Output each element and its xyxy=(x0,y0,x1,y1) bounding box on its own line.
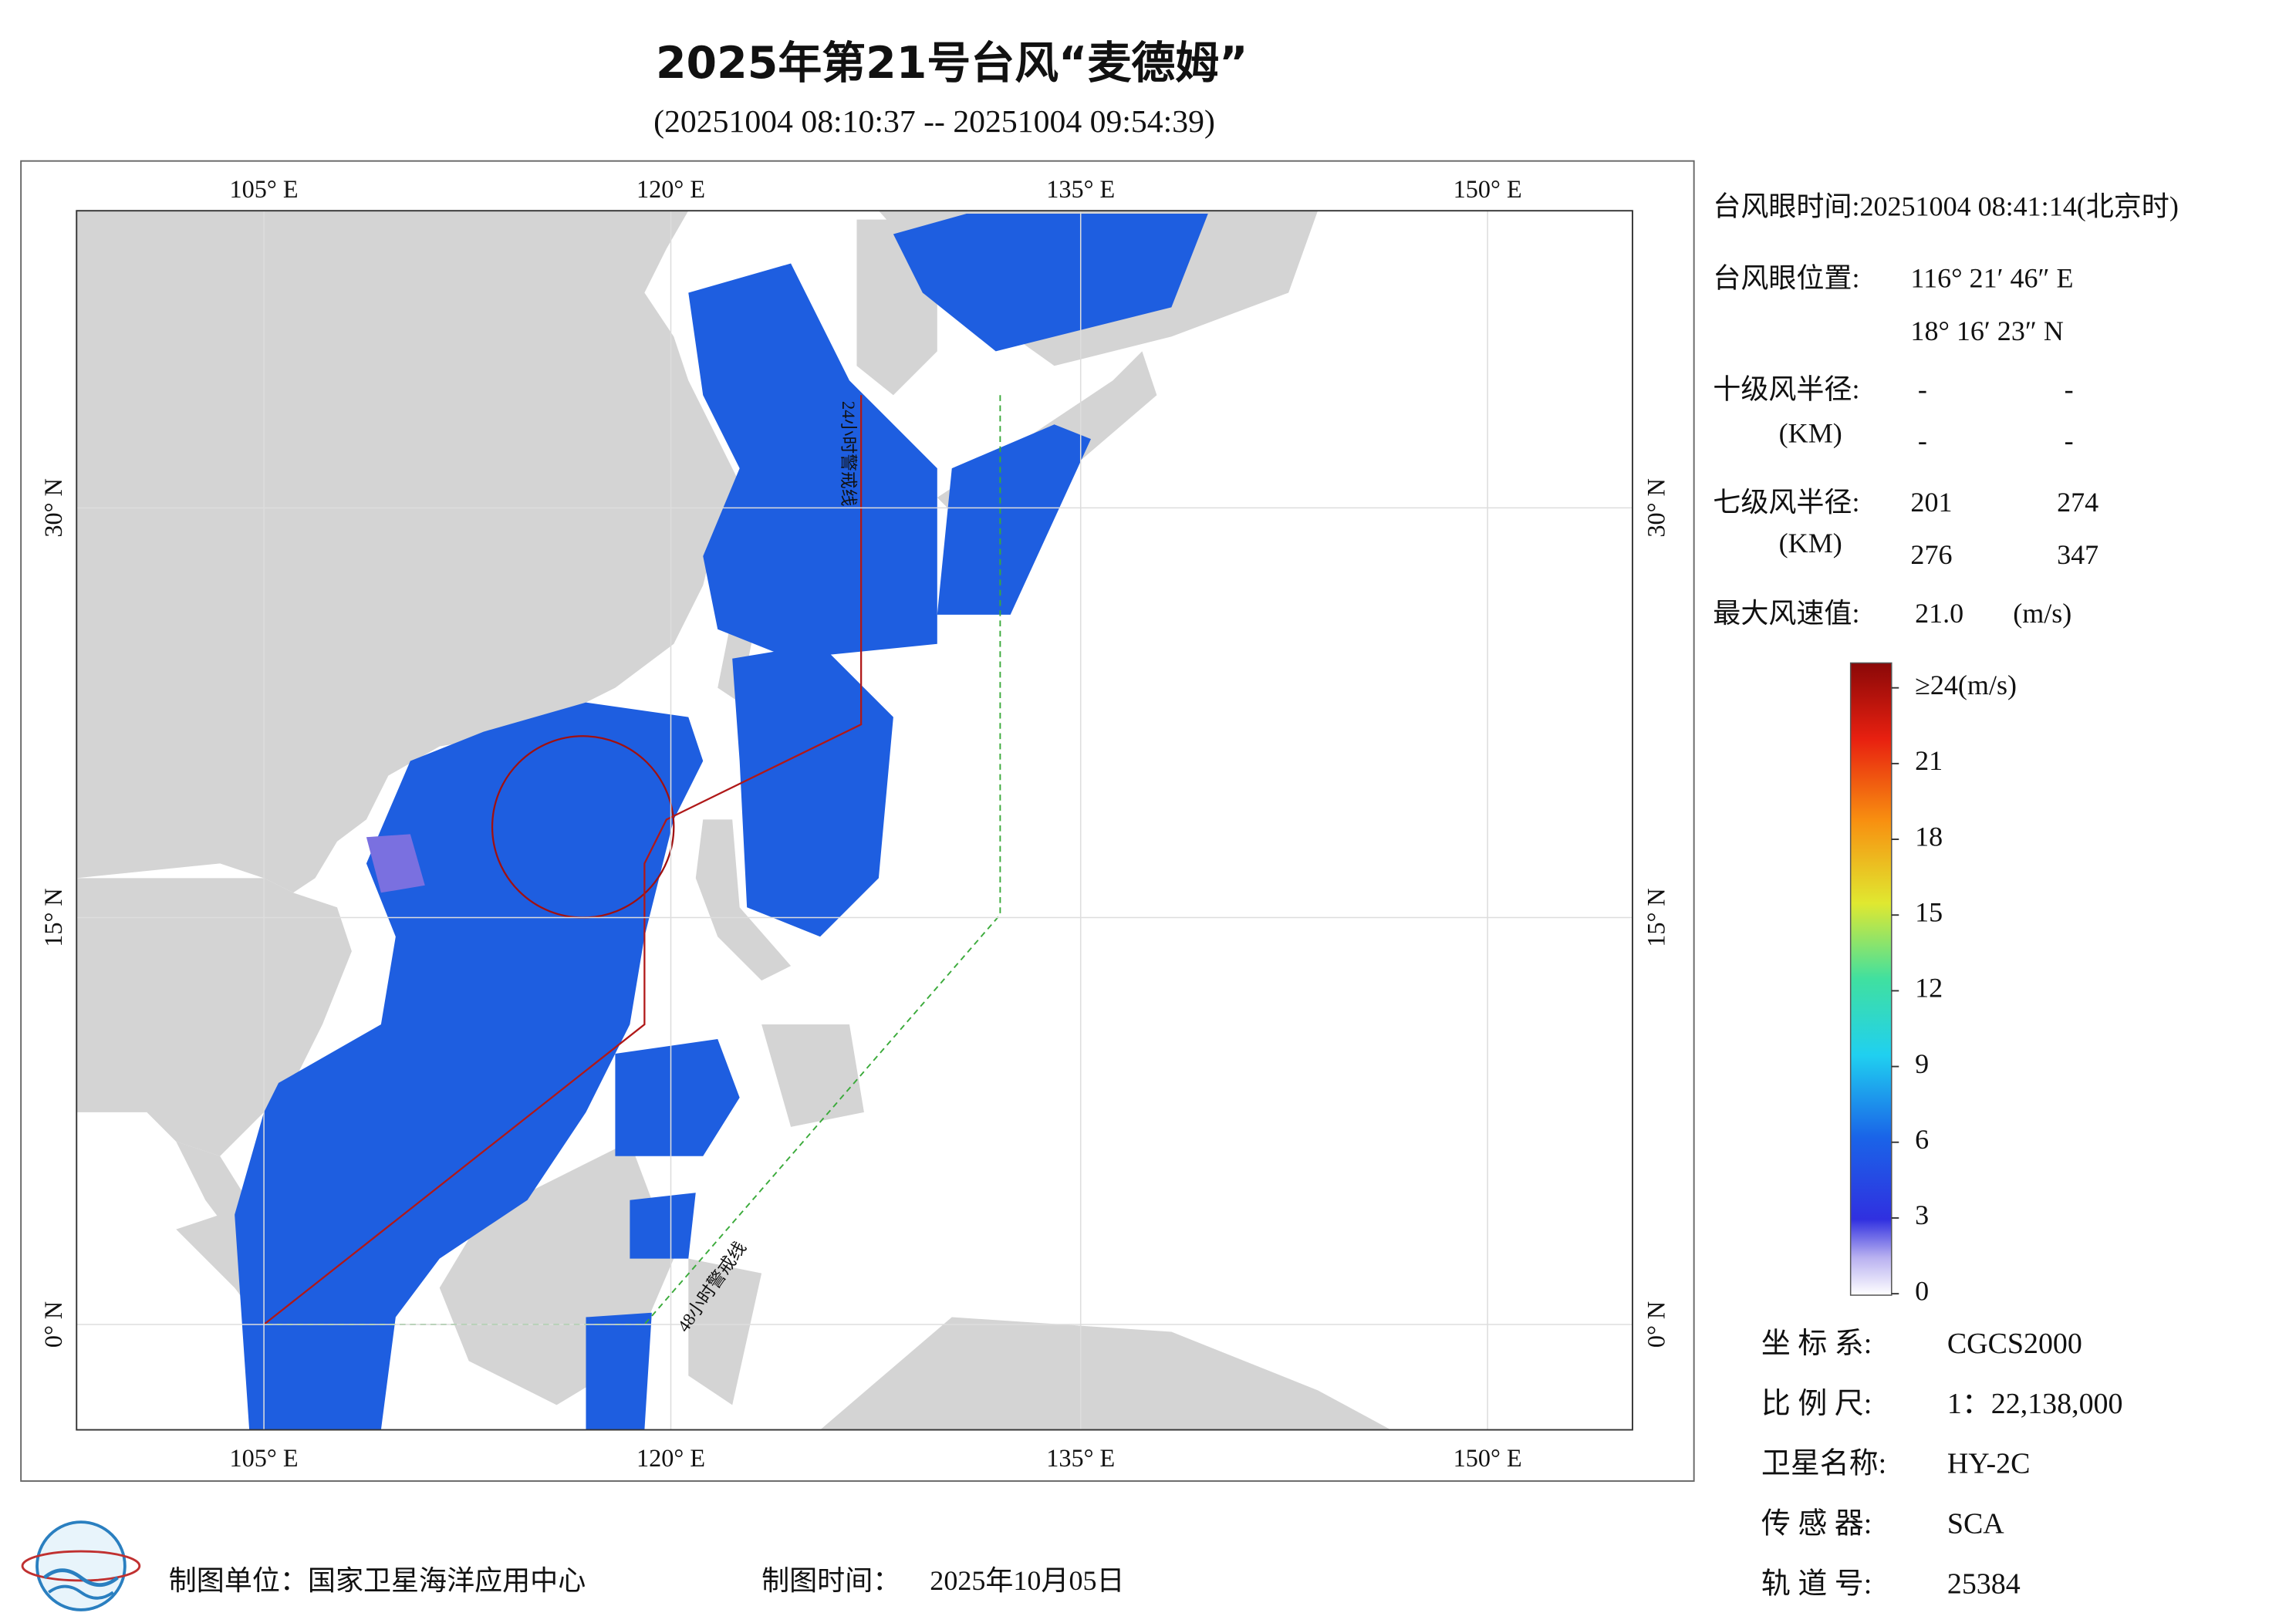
info-panel: 台风眼时间:20251004 08:41:14(北京时) 台风眼位置: 116°… xyxy=(1713,191,2179,629)
coordinate-labels: 105° E 105° E 120° E 120° E 135° E 135° E 150°… xyxy=(39,175,1670,1472)
colorbar-ticks: 0 3 6 9 12 15 18 21 ≥24(m/s) xyxy=(1891,670,2017,1306)
lon-label: 105° E xyxy=(230,1444,299,1472)
r7-label: 七级风半径: xyxy=(1713,487,1859,518)
meta-value: SCA xyxy=(1947,1507,2004,1540)
lon-label: 135° E xyxy=(1046,1444,1115,1472)
r7-value: 274 xyxy=(2057,487,2098,518)
max-wind-unit: (m/s) xyxy=(2013,598,2071,629)
r10-unit: (KM) xyxy=(1779,418,1842,449)
metadata: 坐 标 系: CGCS2000 比 例 尺: 1：22,138,000 卫星名称: HY-… xyxy=(1761,1328,2123,1600)
low-wind xyxy=(366,834,425,893)
meta-value: 25384 xyxy=(1947,1567,2021,1600)
colorbar-label: ≥24(m/s) xyxy=(1915,670,2017,700)
colorbar xyxy=(1849,662,1893,1296)
lon-label: 120° E xyxy=(636,175,705,203)
lat-label: 0° N xyxy=(39,1301,67,1348)
subtitle: (20251004 08:10:37 -- 20251004 09:54:39) xyxy=(653,104,1215,140)
lon-label: 150° E xyxy=(1454,175,1522,203)
lon-label: 150° E xyxy=(1454,1444,1522,1472)
colorbar-label: 21 xyxy=(1915,745,1943,776)
map-border xyxy=(76,210,1633,1431)
graticule xyxy=(76,211,1633,1430)
lat-label: 30° N xyxy=(1643,478,1670,538)
r7-value: 201 xyxy=(1910,487,1952,518)
colorbar-label: 12 xyxy=(1915,973,1943,1004)
eye-lat: 18° 16′ 23″ N xyxy=(1910,315,2063,346)
lat-label: 15° N xyxy=(1643,888,1670,947)
warning-line-24h xyxy=(263,395,863,1325)
meta-value: CGCS2000 xyxy=(1947,1328,2082,1360)
colorbar-label: 0 xyxy=(1915,1275,1929,1306)
meta-value: HY-2C xyxy=(1947,1448,2031,1480)
max-wind: 21.0 xyxy=(1915,598,1963,629)
max-wind-label: 最大风速值: xyxy=(1713,598,1859,629)
eye-position-label: 台风眼位置: xyxy=(1713,263,1859,294)
colorbar-label: 9 xyxy=(1915,1048,1929,1079)
meta-value: 1：22,138,000 xyxy=(1947,1388,2123,1420)
map-area: 24小时警戒线 48小时警戒线 xyxy=(76,211,1633,1430)
footer-time: 2025年10月05日 xyxy=(930,1565,1124,1596)
lon-label: 135° E xyxy=(1046,175,1115,203)
meta-label: 轨 道 号: xyxy=(1761,1567,1872,1600)
colorbar-label: 18 xyxy=(1915,821,1943,852)
footer-time-label: 制图时间： xyxy=(761,1565,900,1596)
r10-value: - xyxy=(1918,374,1927,405)
footer-unit: 制图单位：国家卫星海洋应用中心 xyxy=(169,1565,586,1596)
meta-label: 传 感 器: xyxy=(1761,1507,1872,1540)
eye-lon: 116° 21′ 46″ E xyxy=(1910,263,2073,294)
r10-value: - xyxy=(1918,425,1927,456)
r10-label: 十级风半径: xyxy=(1713,374,1859,405)
warning-label-24h: 24小时警戒线 xyxy=(839,401,858,506)
map-frame xyxy=(20,160,1695,1482)
colorbar-label: 15 xyxy=(1915,896,1943,927)
r7-value: 347 xyxy=(2057,539,2098,570)
logo xyxy=(21,1520,141,1611)
eye-time: 台风眼时间:20251004 08:41:14(北京时) xyxy=(1713,191,2179,222)
lat-label: 0° N xyxy=(1643,1301,1670,1348)
r10-value: - xyxy=(2065,425,2074,456)
lon-label: 120° E xyxy=(636,1444,705,1472)
lon-label: 105° E xyxy=(230,175,299,203)
meta-label: 比 例 尺: xyxy=(1761,1388,1872,1420)
lat-label: 30° N xyxy=(39,478,67,538)
r7-value: 276 xyxy=(1910,539,1952,570)
title: 2025年第21号台风“麦德姆” xyxy=(656,38,1248,89)
colorbar-label: 3 xyxy=(1915,1200,1929,1230)
colorbar-label: 6 xyxy=(1915,1124,1929,1155)
r10-value: - xyxy=(2065,374,2074,405)
r7-unit: (KM) xyxy=(1779,528,1842,558)
meta-label: 坐 标 系: xyxy=(1761,1328,1872,1360)
lat-label: 15° N xyxy=(39,888,67,947)
meta-label: 卫星名称: xyxy=(1761,1448,1886,1480)
